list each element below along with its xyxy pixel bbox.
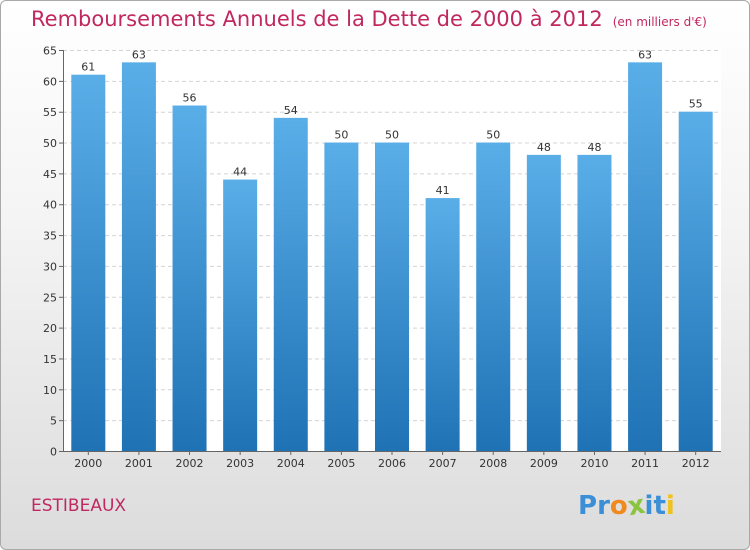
- bar-2002: [172, 105, 207, 452]
- x-tick-label: 2005: [327, 457, 355, 470]
- bar-value-label: 61: [81, 61, 95, 74]
- bar-value-label: 63: [132, 48, 146, 61]
- bar-2006: [375, 142, 409, 452]
- logo-letter: r: [597, 491, 610, 521]
- x-tick-label: 2000: [74, 457, 102, 470]
- bar-value-label: 63: [638, 48, 652, 61]
- y-tick-label: 0: [50, 446, 57, 459]
- proxiti-logo: Proxiti: [578, 490, 675, 522]
- logo-letter: t: [653, 491, 666, 521]
- x-tick-label: 2002: [176, 457, 204, 470]
- bar-value-label: 48: [587, 141, 601, 154]
- logo-letter: i: [644, 491, 654, 521]
- bar-2005: [324, 142, 359, 452]
- bar-value-label: 50: [486, 129, 500, 142]
- bar-2008: [476, 142, 511, 452]
- x-tick-label: 2008: [479, 457, 507, 470]
- chart-subtitle: (en milliers d'€): [612, 15, 707, 29]
- x-tick-label: 2009: [530, 457, 558, 470]
- logo-letter: P: [578, 491, 598, 521]
- x-tick-label: 2011: [631, 457, 659, 470]
- y-tick-label: 20: [43, 322, 57, 335]
- x-tick-label: 2003: [226, 457, 254, 470]
- logo-letter: o: [609, 491, 628, 521]
- y-tick-label: 15: [43, 353, 57, 366]
- x-tick-label: 2004: [277, 457, 305, 470]
- x-tick-label: 2007: [429, 457, 457, 470]
- bar-value-label: 48: [537, 141, 551, 154]
- y-tick-label: 50: [43, 137, 57, 150]
- commune-name: ESTIBEAUX: [31, 496, 127, 516]
- bar-value-label: 50: [385, 129, 399, 142]
- bar-2000: [71, 74, 106, 451]
- y-tick-label: 30: [43, 260, 57, 273]
- y-tick-label: 25: [43, 291, 57, 304]
- bar-2009: [526, 154, 561, 451]
- chart-title: Remboursements Annuels de la Dette de 20…: [31, 7, 707, 31]
- y-tick-label: 45: [43, 168, 57, 181]
- y-tick-label: 35: [43, 230, 57, 243]
- bar-2010: [577, 154, 612, 451]
- bar-value-label: 44: [233, 166, 247, 179]
- x-tick-label: 2012: [682, 457, 710, 470]
- bar-value-label: 55: [689, 98, 703, 111]
- x-tick-label: 2001: [125, 457, 153, 470]
- bar-value-label: 54: [284, 104, 298, 117]
- bar-2001: [121, 62, 156, 451]
- y-tick-label: 40: [43, 199, 57, 212]
- y-tick-label: 60: [43, 75, 57, 88]
- bar-2012: [678, 111, 713, 451]
- bar-2003: [223, 179, 258, 452]
- bar-2004: [273, 117, 308, 451]
- bar-value-label: 41: [436, 184, 450, 197]
- y-tick-label: 65: [43, 45, 57, 58]
- y-tick-label: 5: [50, 415, 57, 428]
- y-tick-label: 10: [43, 384, 57, 397]
- bar-value-label: 50: [334, 129, 348, 142]
- chart-title-text: Remboursements Annuels de la Dette de 20…: [31, 7, 603, 31]
- y-tick-label: 55: [43, 106, 57, 119]
- bar-value-label: 56: [183, 92, 197, 105]
- bar-2007: [425, 198, 460, 451]
- bar-2011: [628, 62, 663, 451]
- x-tick-label: 2010: [580, 457, 608, 470]
- x-tick-label: 2006: [378, 457, 406, 470]
- logo-letter: i: [665, 491, 675, 521]
